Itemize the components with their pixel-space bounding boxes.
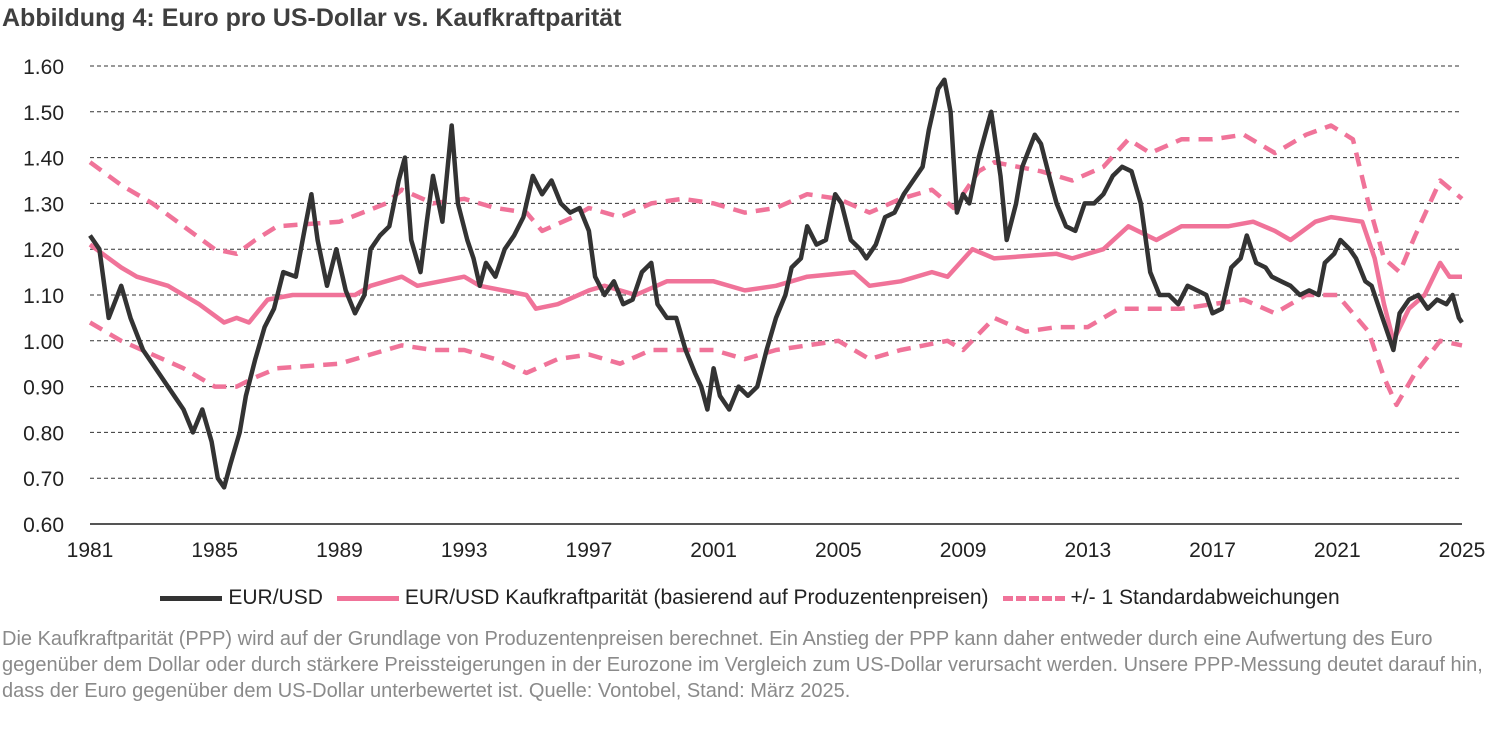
legend-label: EUR/USD: [228, 586, 323, 609]
legend: EUR/USD EUR/USD Kaufkraftparität (basier…: [0, 586, 1500, 610]
y-tick-label: 1.10: [23, 285, 64, 308]
y-tick-label: 1.40: [23, 148, 64, 171]
y-tick-label: 1.20: [23, 239, 64, 262]
line-chart: 1.60 1.50 1.40 1.30 1.20 1.10 1.00 0.90 0.80 0.70…: [23, 56, 1486, 562]
legend-item-ppp: EUR/USD Kaufkraftparität (basierend auf …: [336, 586, 989, 610]
y-tick-label: 1.30: [23, 193, 64, 216]
x-tick-label: 2013: [1064, 539, 1111, 562]
x-tick-label: 1981: [67, 539, 114, 562]
x-tick-label: 2001: [690, 539, 737, 562]
y-tick-label: 1.50: [23, 102, 64, 125]
legend-swatch: [1002, 595, 1065, 601]
x-tick-label: 1989: [316, 539, 363, 562]
legend-item-eurusd: EUR/USD: [160, 586, 323, 610]
series-lines: [88, 77, 1464, 490]
x-tick-label: 1997: [566, 539, 613, 562]
legend-swatch: [336, 595, 399, 601]
legend-swatch: [160, 595, 223, 601]
x-tick-label: 2017: [1189, 539, 1236, 562]
grid: [90, 65, 1462, 525]
legend-item-stddev: +/- 1 Standardabweichungen: [1002, 586, 1340, 610]
footnote: Die Kaufkraftparität (PPP) wird auf der …: [2, 628, 1483, 702]
legend-label: EUR/USD Kaufkraftparität (basierend auf …: [404, 586, 989, 609]
x-axis-ticks: 1981 1985 1989 1993 1997 2001 2005 2009 2013 2017…: [67, 539, 1486, 562]
x-tick-label: 2005: [815, 539, 862, 562]
x-tick-label: 1993: [441, 539, 488, 562]
y-axis-ticks: 1.60 1.50 1.40 1.30 1.20 1.10 1.00 0.90 0.80 0.70…: [23, 56, 64, 537]
x-tick-label: 2025: [1439, 539, 1486, 562]
y-tick-label: 0.80: [23, 422, 64, 445]
series-ppp-line: [88, 214, 1462, 344]
y-tick-label: 1.60: [23, 56, 64, 79]
series-lower-band-line: [88, 292, 1463, 408]
x-tick-label: 2009: [940, 539, 987, 562]
series-eurusd-line: [88, 77, 1464, 490]
y-tick-label: 0.60: [23, 514, 64, 537]
chart-title: Abbildung 4: Euro pro US-Dollar vs. Kauf…: [2, 4, 622, 32]
y-tick-label: 0.70: [23, 468, 64, 491]
series-upper-band-line: [88, 123, 1464, 275]
y-tick-label: 0.90: [23, 377, 64, 400]
x-tick-label: 1985: [191, 539, 238, 562]
x-tick-label: 2021: [1314, 539, 1361, 562]
y-tick-label: 1.00: [23, 331, 64, 354]
legend-label: +/- 1 Standardabweichungen: [1070, 586, 1340, 609]
